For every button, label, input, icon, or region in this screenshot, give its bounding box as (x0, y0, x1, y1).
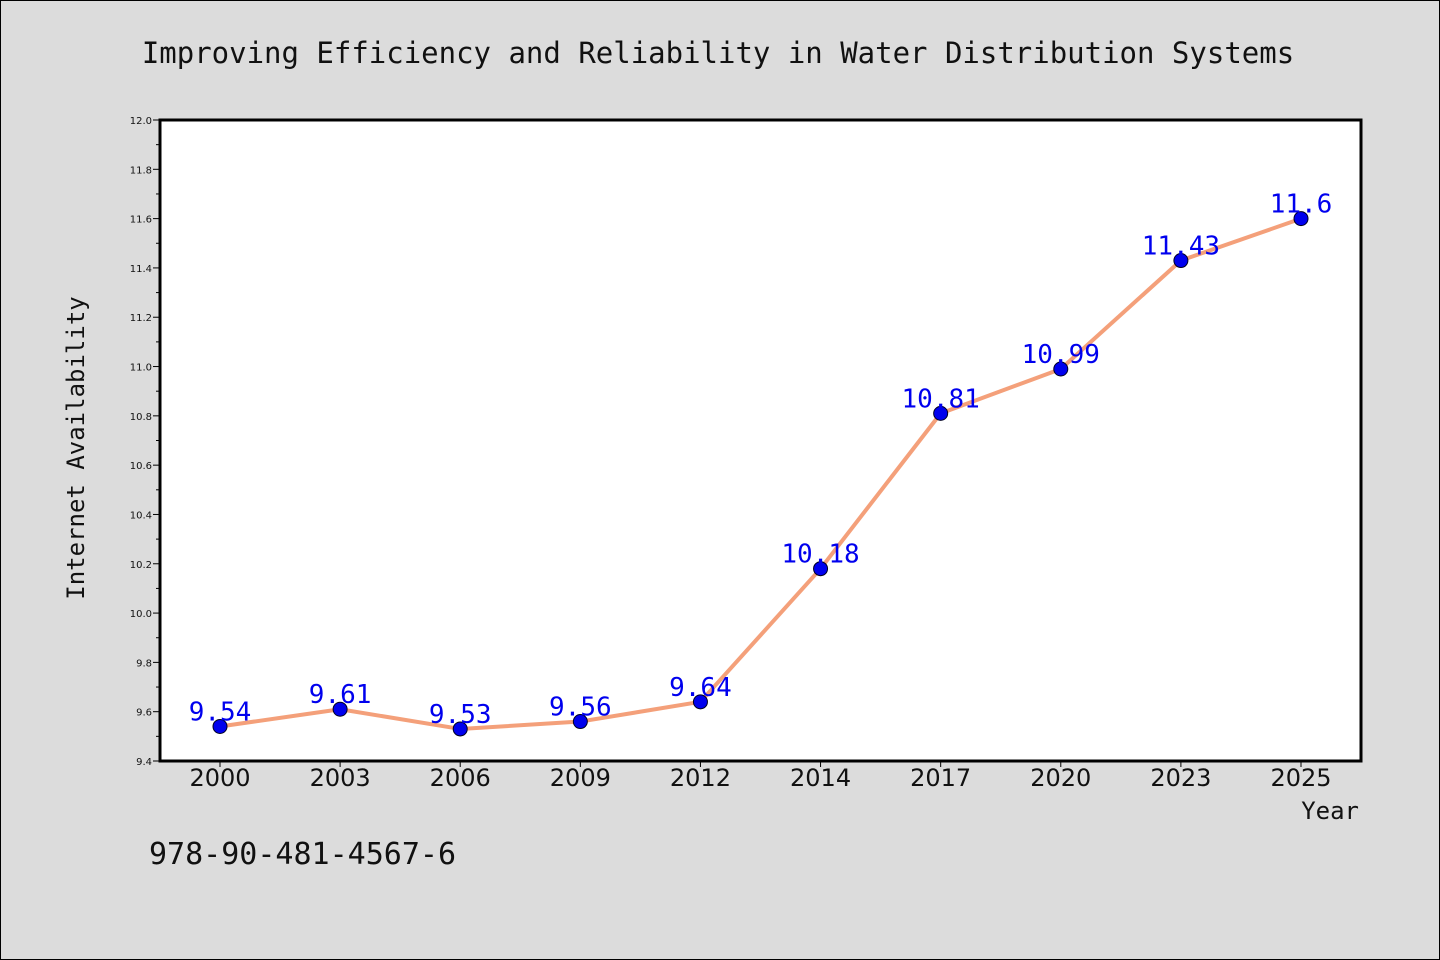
data-point (692, 694, 708, 710)
x-tick-label: 2020 (1030, 764, 1091, 792)
y-tick-label: 11.2 (130, 313, 152, 324)
y-tick-label: 10.4 (130, 510, 152, 521)
data-point (1053, 361, 1069, 377)
x-tick-label: 2023 (1150, 764, 1211, 792)
data-point (572, 714, 588, 730)
x-tick-label: 2009 (550, 764, 611, 792)
y-tick-label: 9.4 (136, 757, 152, 768)
data-label: 9.61 (309, 680, 372, 710)
data-label: 9.54 (189, 697, 252, 727)
chart-title: Improving Efficiency and Reliability in … (142, 36, 1294, 70)
data-point (452, 721, 468, 737)
isbn-annotation: 978-90-481-4567-6 (149, 837, 456, 872)
data-point (813, 561, 829, 577)
y-axis-label: Internet Availability (62, 296, 90, 599)
x-tick-label: 2014 (790, 764, 851, 792)
y-tick-label: 11.8 (130, 165, 152, 176)
x-axis: 2000 2003 2006 2009 2012 2014 2017 2020 2023 2025 (189, 761, 1332, 792)
x-tick-label: 2012 (670, 764, 731, 792)
data-point (933, 405, 949, 421)
data-label: 9.64 (669, 673, 732, 703)
y-tick-label: 12.0 (130, 116, 152, 127)
y-tick-label: 10.2 (130, 560, 152, 571)
y-tick-label: 9.6 (136, 708, 152, 719)
x-tick-label: 2003 (310, 764, 371, 792)
data-point (212, 718, 228, 734)
data-point (1293, 211, 1309, 227)
data-label: 10.18 (781, 540, 859, 570)
x-tick-label: 2006 (430, 764, 491, 792)
data-point (1173, 253, 1189, 269)
y-tick-label: 11.0 (130, 363, 152, 374)
y-tick-label: 11.6 (130, 215, 152, 226)
y-tick-label: 10.6 (130, 461, 152, 472)
y-axis: 9.4 9.6 9.8 10.0 10.2 10.4 10.6 10.8 11.0 11.2 11.… (130, 116, 160, 768)
series-group: 9.54 9.61 9.53 9.56 9.64 10.18 10.81 10.99 11.43… (189, 190, 1333, 737)
x-axis-label: Year (1301, 797, 1359, 825)
data-label: 10.99 (1022, 340, 1100, 370)
data-label: 9.53 (429, 700, 492, 730)
x-tick-label: 2025 (1270, 764, 1331, 792)
x-tick-label: 2000 (189, 764, 250, 792)
series-line (218, 216, 1303, 731)
data-label: 10.81 (902, 384, 980, 414)
data-point (332, 701, 348, 717)
data-label: 9.56 (549, 693, 612, 723)
y-tick-label: 11.4 (130, 264, 152, 275)
x-tick-label: 2017 (910, 764, 971, 792)
plot-area (158, 118, 1363, 763)
data-label: 11.43 (1142, 232, 1220, 262)
y-tick-label: 10.0 (130, 609, 152, 620)
data-label: 11.6 (1270, 190, 1333, 220)
y-tick-label: 10.8 (130, 412, 152, 423)
y-tick-label: 9.8 (136, 658, 152, 669)
